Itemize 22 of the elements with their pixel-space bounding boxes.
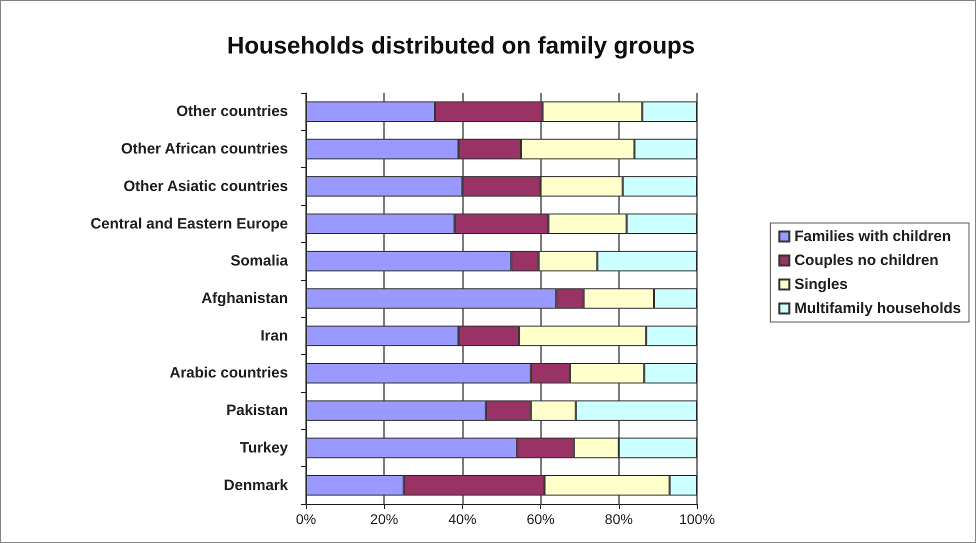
x-tick-label: 80% xyxy=(604,511,633,527)
y-tick-label: Other countries xyxy=(176,103,288,120)
x-tick-label: 20% xyxy=(370,511,398,527)
y-tick-label: Other African countries xyxy=(121,140,288,158)
y-tick-label: Somalia xyxy=(230,252,289,270)
y-tick-label: Other Asiatic countries xyxy=(124,178,288,195)
y-tick-label: Arabic countries xyxy=(170,364,288,382)
legend-label: Multifamily households xyxy=(794,300,962,317)
x-tick-label: 60% xyxy=(526,511,555,527)
x-tick-label: 0% xyxy=(296,511,316,527)
y-tick-label: Denmark xyxy=(224,476,289,494)
legend-label: Singles xyxy=(794,276,848,293)
y-tick-label: Afghanistan xyxy=(201,290,288,307)
chart-title: Households distributed on family groups xyxy=(226,32,696,60)
legend-label: Families with children xyxy=(794,228,952,245)
y-tick-label: Turkey xyxy=(240,439,289,456)
y-tick-label: Iran xyxy=(260,327,288,344)
y-tick-label: Pakistan xyxy=(226,402,288,420)
y-tick-label: Central and Eastern Europe xyxy=(90,215,288,232)
x-tick-label: 40% xyxy=(448,511,476,527)
legend-label: Couples no children xyxy=(794,252,939,269)
x-tick-label: 100% xyxy=(679,511,715,527)
